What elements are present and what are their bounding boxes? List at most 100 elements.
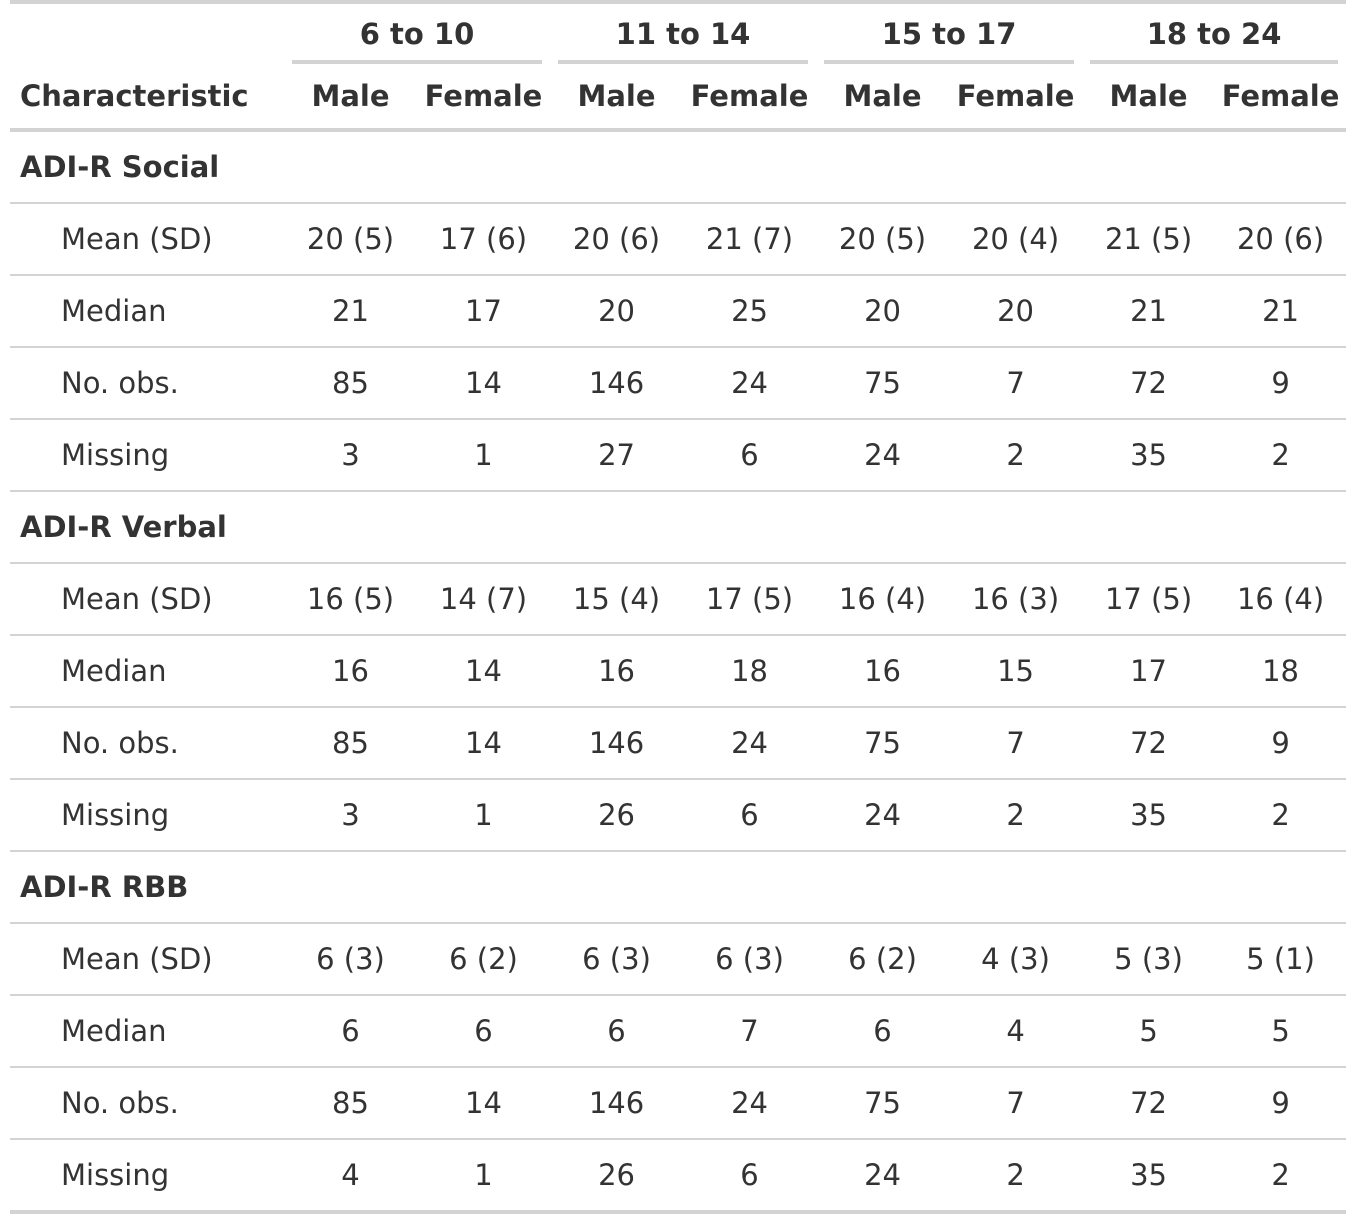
table-cell: 20 (5): [284, 203, 417, 276]
table-cell: 21 (5): [1082, 203, 1216, 276]
stat-label: Mean (SD): [10, 203, 284, 276]
table-cell: 4: [949, 995, 1083, 1068]
table-cell: 24: [683, 347, 817, 420]
table-cell: 6: [284, 995, 417, 1068]
table-cell: 6 (2): [816, 923, 950, 996]
table-cell: 17 (5): [1082, 563, 1216, 636]
table-row: Missing 4 1 26 6 24 2 35 2: [10, 1139, 1347, 1214]
table-cell: 27: [550, 419, 684, 492]
table-cell: 16: [816, 635, 950, 708]
spanner-age-18-24: 18 to 24: [1082, 0, 1347, 64]
table-row: Median 6 6 6 7 6 4 5 5: [10, 995, 1347, 1068]
table-cell: 16 (3): [949, 563, 1083, 636]
table-cell: 6: [683, 779, 817, 852]
table-cell: 2: [1215, 419, 1347, 492]
stat-label: Missing: [10, 1139, 284, 1214]
table-cell: 6: [417, 995, 551, 1068]
table-cell: 18: [1215, 635, 1347, 708]
table-cell: 6 (3): [284, 923, 417, 996]
stat-label: Mean (SD): [10, 563, 284, 636]
table-cell: 7: [683, 995, 817, 1068]
table-cell: 16 (4): [816, 563, 950, 636]
table-cell: 2: [949, 779, 1083, 852]
stat-label: Median: [10, 275, 284, 348]
column-header: Female: [683, 64, 817, 132]
table-cell: 9: [1215, 707, 1347, 780]
spanner-age-6-10: 6 to 10: [284, 0, 551, 64]
table-cell: 2: [949, 1139, 1083, 1214]
stat-label: Median: [10, 635, 284, 708]
table-cell: 3: [284, 779, 417, 852]
table-cell: 14: [417, 635, 551, 708]
column-header: Male: [816, 64, 950, 132]
table-cell: 21: [1082, 275, 1216, 348]
table-cell: 26: [550, 779, 684, 852]
table-cell: 72: [1082, 347, 1216, 420]
table-cell: 5: [1215, 995, 1347, 1068]
table-cell: 6 (3): [683, 923, 817, 996]
table-cell: 85: [284, 1067, 417, 1140]
table-row: Median 16 14 16 18 16 15 17 18: [10, 635, 1347, 708]
column-header: Male: [284, 64, 417, 132]
table-cell: 17: [1082, 635, 1216, 708]
group-row: ADI-R Verbal: [10, 491, 1347, 564]
group-label: ADI-R Verbal: [10, 491, 1347, 564]
table-cell: 7: [949, 707, 1083, 780]
table-cell: 14: [417, 347, 551, 420]
spanner-age-15-17: 15 to 17: [816, 0, 1083, 64]
table-cell: 5 (3): [1082, 923, 1216, 996]
table-cell: 5 (1): [1215, 923, 1347, 996]
summary-table: 6 to 10 11 to 14 15 to 17 18 to 24 Chara…: [10, 0, 1347, 1214]
table-cell: 15 (4): [550, 563, 684, 636]
table-cell: 35: [1082, 419, 1216, 492]
table-cell: 20: [949, 275, 1083, 348]
spanner-label: 6 to 10: [292, 16, 543, 64]
spanner-blank: [10, 0, 284, 64]
spanner-header-row: 6 to 10 11 to 14 15 to 17 18 to 24: [10, 0, 1347, 64]
table-cell: 20: [550, 275, 684, 348]
table-row: Missing 3 1 27 6 24 2 35 2: [10, 419, 1347, 492]
table-cell: 17 (5): [683, 563, 817, 636]
table-cell: 2: [1215, 779, 1347, 852]
table-cell: 9: [1215, 1067, 1347, 1140]
table-row: Mean (SD) 16 (5) 14 (7) 15 (4) 17 (5) 16 (4) 1…: [10, 563, 1347, 636]
column-header: Female: [417, 64, 551, 132]
table-cell: 146: [550, 707, 684, 780]
table-cell: 18: [683, 635, 817, 708]
table-cell: 14: [417, 707, 551, 780]
stat-label: No. obs.: [10, 347, 284, 420]
spanner-label: 18 to 24: [1090, 16, 1339, 64]
table-row: Missing 3 1 26 6 24 2 35 2: [10, 779, 1347, 852]
summary-table-container: 6 to 10 11 to 14 15 to 17 18 to 24 Chara…: [10, 0, 1347, 1214]
table-cell: 1: [417, 419, 551, 492]
table-cell: 20 (6): [1215, 203, 1347, 276]
table-cell: 16: [284, 635, 417, 708]
spanner-age-11-14: 11 to 14: [550, 0, 817, 64]
table-row: Mean (SD) 6 (3) 6 (2) 6 (3) 6 (3) 6 (2) 4 (3) 5…: [10, 923, 1347, 996]
table-cell: 6 (2): [417, 923, 551, 996]
characteristic-header: Characteristic: [10, 64, 284, 132]
table-cell: 85: [284, 347, 417, 420]
table-cell: 75: [816, 347, 950, 420]
table-cell: 3: [284, 419, 417, 492]
table-cell: 4: [284, 1139, 417, 1214]
table-cell: 9: [1215, 347, 1347, 420]
stat-label: No. obs.: [10, 707, 284, 780]
table-cell: 17 (6): [417, 203, 551, 276]
table-cell: 1: [417, 1139, 551, 1214]
group-row: ADI-R RBB: [10, 851, 1347, 924]
table-row: No. obs. 85 14 146 24 75 7 72 9: [10, 1067, 1347, 1140]
table-cell: 6: [816, 995, 950, 1068]
table-cell: 6: [683, 1139, 817, 1214]
stat-label: Mean (SD): [10, 923, 284, 996]
table-cell: 21: [284, 275, 417, 348]
table-cell: 20 (4): [949, 203, 1083, 276]
column-header: Female: [949, 64, 1083, 132]
table-cell: 146: [550, 1067, 684, 1140]
table-cell: 7: [949, 347, 1083, 420]
table-cell: 16 (4): [1215, 563, 1347, 636]
table-cell: 16 (5): [284, 563, 417, 636]
table-cell: 7: [949, 1067, 1083, 1140]
table-cell: 24: [816, 779, 950, 852]
table-cell: 72: [1082, 707, 1216, 780]
